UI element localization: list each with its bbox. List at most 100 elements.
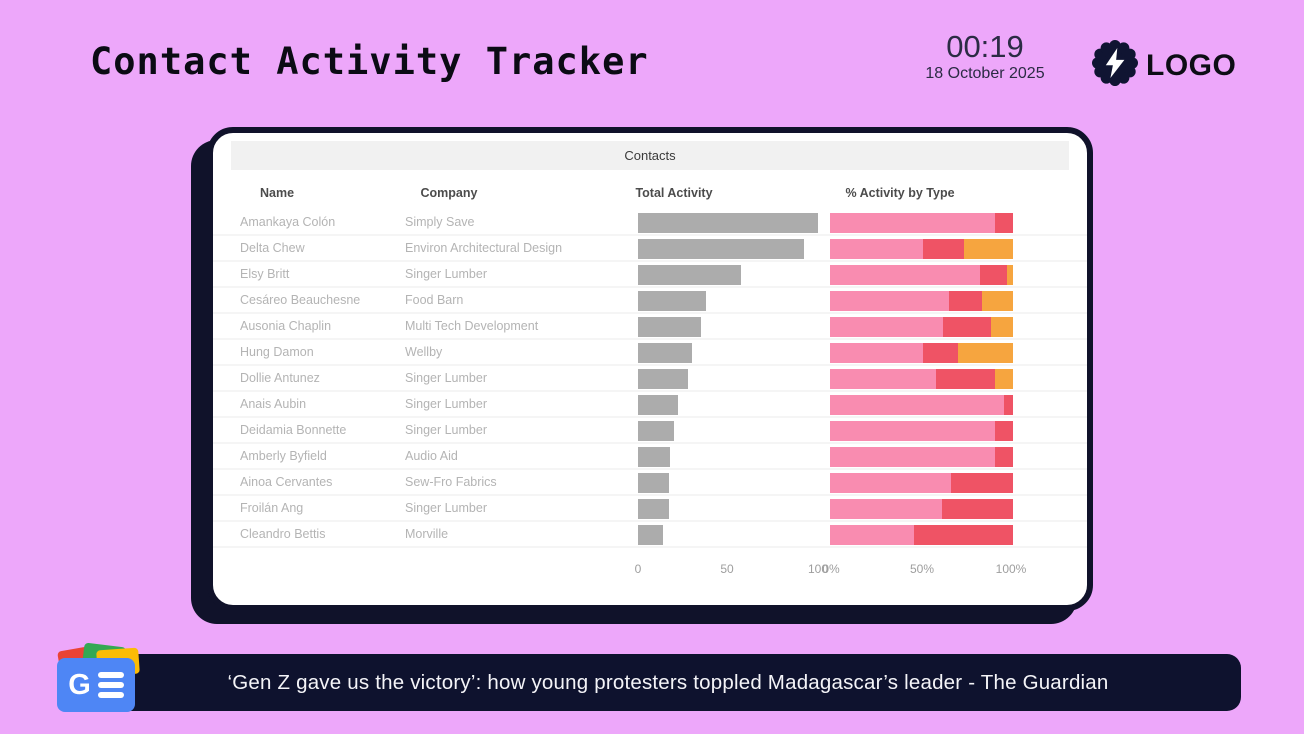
total-activity-bar <box>638 265 741 285</box>
activity-type-segment-1 <box>830 239 924 259</box>
activity-type-segment-3 <box>1007 265 1013 285</box>
table-row: Ausonia Chaplin Multi Tech Development <box>213 314 1087 340</box>
activity-type-stacked-bar <box>830 499 1013 519</box>
activity-type-segment-2 <box>994 213 1013 233</box>
cell-name: Elsy Britt <box>240 267 290 281</box>
cell-company: Audio Aid <box>405 449 458 463</box>
activity-type-stacked-bar <box>830 265 1013 285</box>
cell-name: Deidamia Bonnette <box>240 423 347 437</box>
badge-bolt-icon <box>1092 40 1138 91</box>
google-news-icon: G <box>57 642 140 712</box>
total-activity-bar <box>638 447 671 467</box>
activity-type-stacked-bar <box>830 291 1013 311</box>
cell-name: Anais Aubin <box>240 397 307 411</box>
activity-type-segment-2 <box>994 421 1013 441</box>
contacts-card: Contacts Name Company Total Activity % A… <box>207 127 1093 611</box>
activity-type-segment-1 <box>830 343 924 363</box>
activity-type-stacked-bar <box>830 421 1013 441</box>
activity-type-segment-1 <box>830 265 981 285</box>
activity-type-segment-3 <box>994 369 1013 389</box>
cell-name: Hung Damon <box>240 345 314 359</box>
cell-name: Amankaya Colón <box>240 215 336 229</box>
panel-title-bar: Contacts <box>231 141 1069 170</box>
column-header-total-activity: Total Activity <box>635 186 713 200</box>
column-header-activity-by-type: % Activity by Type <box>845 186 955 200</box>
cell-name: Dollie Antunez <box>240 371 320 385</box>
activity-type-stacked-bar <box>830 447 1013 467</box>
activity-type-stacked-bar <box>830 395 1013 415</box>
news-hamburger-lines <box>97 672 124 698</box>
logo-text: LOGO <box>1146 48 1237 82</box>
panel-title: Contacts <box>624 148 676 163</box>
news-headline[interactable]: ‘Gen Z gave us the victory’: how young p… <box>227 670 1109 694</box>
activity-type-segment-2 <box>914 525 1013 545</box>
table-row: Dollie Antunez Singer Lumber <box>213 366 1087 392</box>
activity-type-segment-2 <box>980 265 1008 285</box>
activity-type-stacked-bar <box>830 239 1013 259</box>
cell-name: Froilán Ang <box>240 501 304 515</box>
activity-type-segment-2 <box>948 291 982 311</box>
cell-company: Environ Architectural Design <box>405 241 563 255</box>
total-activity-bar <box>638 239 804 259</box>
table-body: Amankaya Colón Simply Save Delta Chew Envir… <box>213 210 1087 548</box>
activity-type-segment-1 <box>830 291 949 311</box>
clock: 00:19 18 October 2025 <box>890 30 1080 84</box>
activity-type-stacked-bar <box>830 369 1013 389</box>
cell-company: Singer Lumber <box>405 371 487 385</box>
total-activity-bar <box>638 525 664 545</box>
clock-time: 00:19 <box>946 29 1024 64</box>
activity-type-segment-2 <box>923 239 964 259</box>
total-axis-tick: 100 <box>807 562 829 576</box>
activity-type-segment-2 <box>1003 395 1013 415</box>
cell-company: Singer Lumber <box>405 397 487 411</box>
news-ticker[interactable]: ‘Gen Z gave us the victory’: how young p… <box>95 654 1241 711</box>
cell-company: Singer Lumber <box>405 501 487 515</box>
page-title: Contact Activity Tracker <box>90 40 649 83</box>
table-row: Anais Aubin Singer Lumber <box>213 392 1087 418</box>
activity-type-segment-3 <box>981 291 1013 311</box>
activity-type-segment-2 <box>936 369 995 389</box>
table-row: Deidamia Bonnette Singer Lumber <box>213 418 1087 444</box>
activity-type-segment-1 <box>830 395 1004 415</box>
cell-company: Singer Lumber <box>405 423 487 437</box>
total-axis-tick: 0 <box>634 562 642 576</box>
table-row: Elsy Britt Singer Lumber <box>213 262 1087 288</box>
cell-company: Sew-Fro Fabrics <box>405 475 497 489</box>
clock-date: 18 October 2025 <box>925 65 1045 82</box>
total-activity-bar <box>638 395 678 415</box>
table-row: Amankaya Colón Simply Save <box>213 210 1087 236</box>
activity-type-segment-2 <box>994 447 1013 467</box>
table-row: Cesáreo Beauchesne Food Barn <box>213 288 1087 314</box>
activity-type-segment-1 <box>830 421 995 441</box>
table-row: Amberly Byfield Audio Aid <box>213 444 1087 470</box>
activity-type-segment-3 <box>991 317 1013 337</box>
pct-axis-tick: 100% <box>995 562 1027 576</box>
activity-type-segment-1 <box>830 369 937 389</box>
axis-labels: 0 50 100 0% 50% 100% <box>213 558 1087 580</box>
total-activity-bar <box>638 499 669 519</box>
pct-axis-tick: 50% <box>909 562 935 576</box>
total-activity-bar <box>638 369 689 389</box>
cell-name: Amberly Byfield <box>240 449 327 463</box>
table-row: Hung Damon Wellby <box>213 340 1087 366</box>
news-g-glyph: G <box>68 668 91 701</box>
table-row: Froilán Ang Singer Lumber <box>213 496 1087 522</box>
cell-company: Food Barn <box>405 293 464 307</box>
cell-company: Simply Save <box>405 215 475 229</box>
total-activity-bar <box>638 317 701 337</box>
logo: LOGO <box>1092 40 1236 91</box>
activity-type-segment-2 <box>923 343 959 363</box>
activity-type-stacked-bar <box>830 525 1013 545</box>
activity-type-stacked-bar <box>830 343 1013 363</box>
activity-type-segment-1 <box>830 317 944 337</box>
cell-company: Morville <box>405 527 449 541</box>
total-activity-bar <box>638 291 707 311</box>
total-activity-bar <box>638 473 669 493</box>
cell-name: Cleandro Bettis <box>240 527 326 541</box>
cell-name: Ausonia Chaplin <box>240 319 332 333</box>
total-axis-tick: 50 <box>720 562 734 576</box>
total-activity-bar <box>638 213 818 233</box>
activity-type-segment-1 <box>830 213 995 233</box>
activity-type-segment-2 <box>941 499 1013 519</box>
activity-type-segment-2 <box>950 473 1013 493</box>
